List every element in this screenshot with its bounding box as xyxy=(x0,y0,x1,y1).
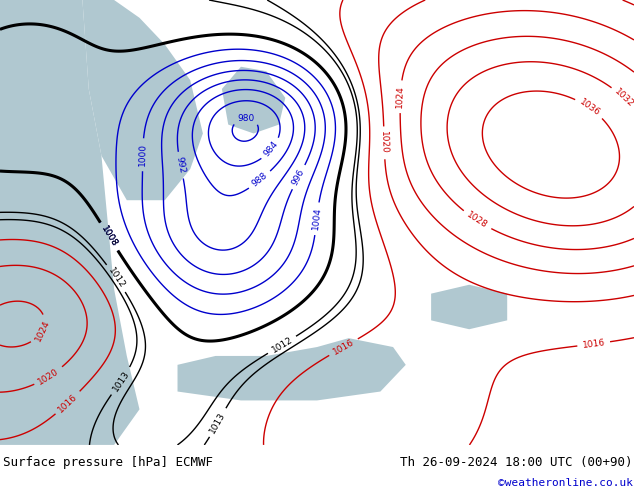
Text: 1004: 1004 xyxy=(311,207,323,231)
Text: 1016: 1016 xyxy=(332,338,356,357)
Polygon shape xyxy=(222,67,285,133)
Text: 1013: 1013 xyxy=(111,369,131,393)
Text: 1024: 1024 xyxy=(34,318,51,343)
Text: 1036: 1036 xyxy=(578,98,602,118)
Text: ©weatheronline.co.uk: ©weatheronline.co.uk xyxy=(498,478,633,488)
Text: 1024: 1024 xyxy=(396,85,406,108)
Text: Th 26-09-2024 18:00 UTC (00+90): Th 26-09-2024 18:00 UTC (00+90) xyxy=(400,456,633,468)
Text: 984: 984 xyxy=(262,140,280,159)
Text: 996: 996 xyxy=(290,168,307,187)
Text: Surface pressure [hPa] ECMWF: Surface pressure [hPa] ECMWF xyxy=(3,456,213,468)
Text: 1013: 1013 xyxy=(209,410,228,435)
Text: 1008: 1008 xyxy=(99,224,119,249)
Text: 1016: 1016 xyxy=(582,338,605,350)
Text: 1032: 1032 xyxy=(613,87,634,109)
Text: 1012: 1012 xyxy=(106,266,126,290)
Text: 988: 988 xyxy=(250,171,269,189)
Text: 1020: 1020 xyxy=(37,367,61,387)
Polygon shape xyxy=(178,338,406,400)
Polygon shape xyxy=(82,0,203,200)
Polygon shape xyxy=(431,285,507,329)
Polygon shape xyxy=(0,0,139,445)
Text: 1008: 1008 xyxy=(99,224,119,249)
Text: 992: 992 xyxy=(174,156,186,174)
Text: 1028: 1028 xyxy=(465,210,489,230)
Text: 1016: 1016 xyxy=(56,392,79,414)
Text: 1020: 1020 xyxy=(379,131,389,154)
Text: 980: 980 xyxy=(237,114,255,123)
Text: 1000: 1000 xyxy=(138,143,148,167)
Text: 1012: 1012 xyxy=(270,335,294,355)
